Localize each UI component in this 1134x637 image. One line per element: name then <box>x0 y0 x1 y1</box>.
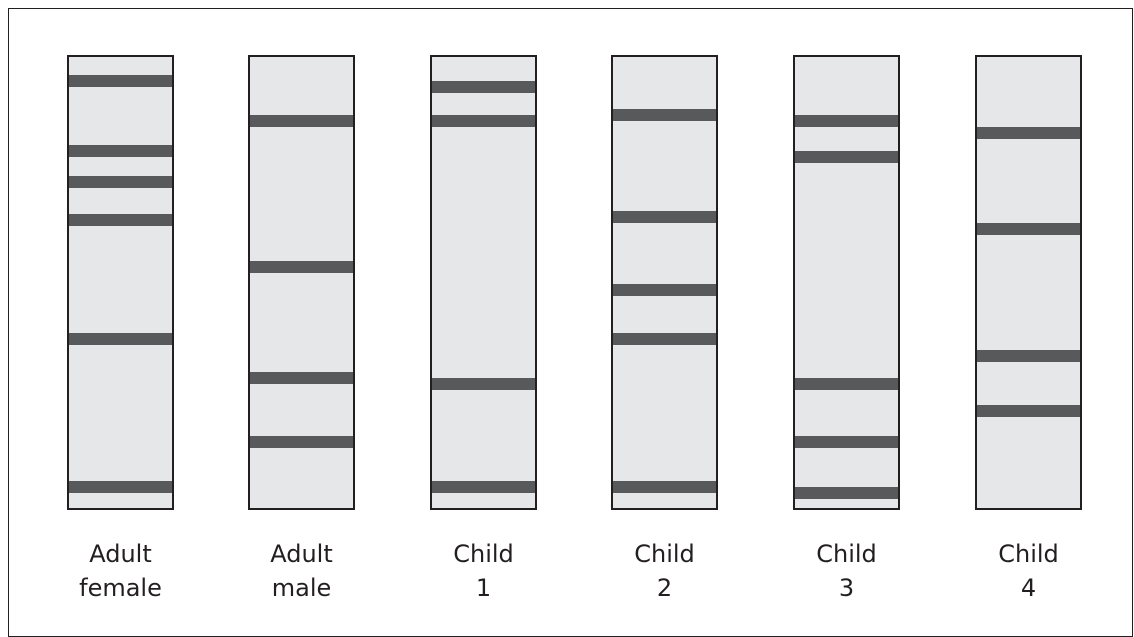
lane-label: 2 <box>657 574 672 602</box>
band <box>977 127 1080 139</box>
lane-label: Child <box>453 540 514 568</box>
band <box>69 214 172 226</box>
band <box>795 151 898 163</box>
lane <box>248 55 355 510</box>
lane <box>793 55 900 510</box>
band <box>250 436 353 448</box>
lane-label: female <box>79 574 162 602</box>
lane-label: 3 <box>839 574 854 602</box>
band <box>432 378 535 390</box>
band <box>69 75 172 87</box>
band <box>795 487 898 499</box>
band <box>795 436 898 448</box>
lane-label: 4 <box>1021 574 1036 602</box>
band <box>250 261 353 273</box>
lane-label: 1 <box>476 574 491 602</box>
band <box>613 284 716 296</box>
lane-label: Child <box>816 540 877 568</box>
band <box>977 405 1080 417</box>
band <box>69 176 172 188</box>
band <box>432 481 535 493</box>
lane-label: Child <box>998 540 1059 568</box>
band <box>69 145 172 157</box>
band <box>977 223 1080 235</box>
band <box>250 372 353 384</box>
band <box>69 333 172 345</box>
band <box>613 211 716 223</box>
lane <box>67 55 174 510</box>
band <box>977 350 1080 362</box>
lane <box>611 55 718 510</box>
band <box>613 333 716 345</box>
band <box>795 378 898 390</box>
lane <box>430 55 537 510</box>
band <box>432 115 535 127</box>
lane-label: Child <box>634 540 695 568</box>
band <box>432 81 535 93</box>
lane-label: Adult <box>270 540 333 568</box>
band <box>613 109 716 121</box>
band <box>250 115 353 127</box>
frame <box>8 8 1133 637</box>
band <box>795 115 898 127</box>
lane-label: Adult <box>89 540 152 568</box>
lane <box>975 55 1082 510</box>
lane-label: male <box>272 574 332 602</box>
band <box>69 481 172 493</box>
band <box>613 481 716 493</box>
